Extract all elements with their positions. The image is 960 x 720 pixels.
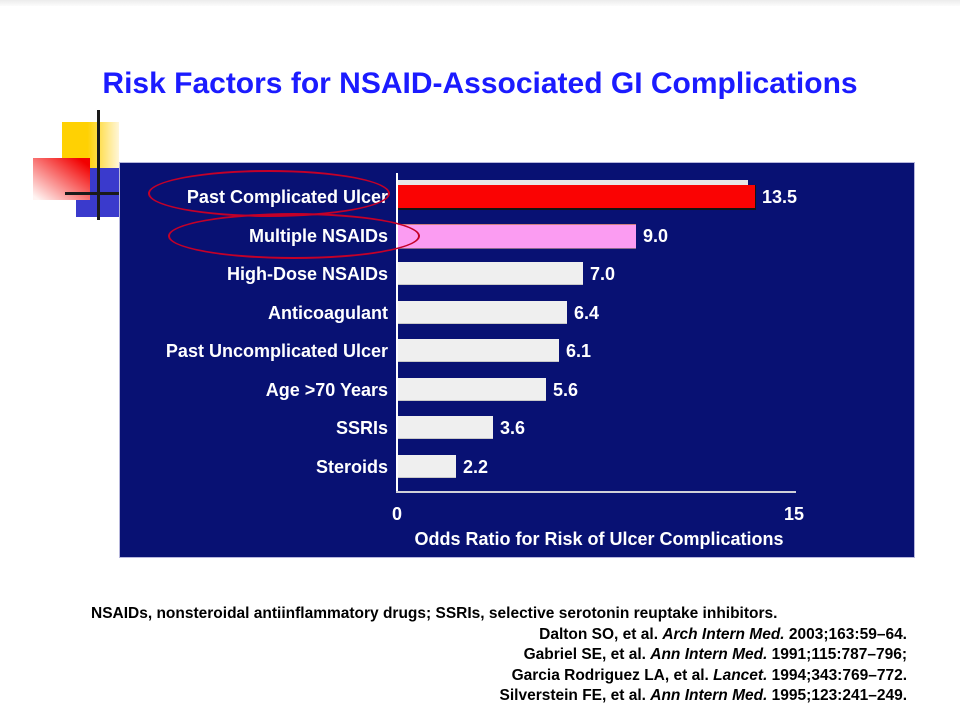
bar-value: 2.2 [463, 457, 489, 477]
x-axis-tick-max: 15 [783, 504, 805, 524]
citation-reference: 1994;343:769–772. [767, 666, 907, 684]
bar-value: 9.0 [643, 226, 669, 246]
bar-label: Age >70 Years [265, 380, 388, 400]
citation-authors: Dalton SO, et al. [539, 625, 663, 643]
citation-reference: 2003;163:59–64. [784, 625, 907, 643]
citation-journal: Arch Intern Med. [662, 625, 785, 643]
bar [398, 378, 546, 401]
y-axis-line [396, 173, 398, 493]
citation-reference: 1995;123:241–249. [767, 687, 907, 704]
bar-chart-panel: Past Complicated Ulcer 13.5 Multiple NSAID… [119, 162, 915, 558]
bar [398, 224, 636, 249]
bar-value: 3.6 [500, 418, 526, 438]
x-axis-title: Odds Ratio for Risk of Ulcer Complicatio… [414, 529, 784, 549]
citation-line: Garcia Rodriguez LA, et al. Lancet. 1994… [91, 666, 907, 687]
bar-value: 13.5 [762, 187, 798, 207]
bar-value: 6.4 [574, 303, 600, 323]
bar-value: 5.6 [553, 380, 579, 400]
citation-reference: 1991;115:787–796; [767, 646, 907, 663]
citation-authors: Garcia Rodriguez LA, et al. [511, 666, 714, 684]
bar [398, 262, 583, 285]
citation-line: Silverstein FE, et al. Ann Intern Med. 1… [91, 686, 908, 707]
crosshair-vertical-line [97, 110, 100, 220]
citation-authors: Gabriel SE, et al. [523, 646, 651, 663]
citation-line: Dalton SO, et al. Arch Intern Med. 2003;… [91, 625, 907, 646]
x-axis-tick-min: 0 [391, 504, 402, 524]
bar-label: Steroids [315, 457, 388, 477]
bar-top-highlight [398, 180, 748, 185]
footnote-block: NSAIDs, nonsteroidal antiinflammatory dr… [91, 604, 907, 707]
bar-label: Anticoagulant [268, 303, 388, 323]
bar [398, 455, 456, 478]
bar-value: 7.0 [590, 264, 616, 284]
highlight-ellipse-past-complicated-ulcer [148, 170, 390, 217]
bar [398, 185, 756, 210]
bar-value: 6.1 [566, 341, 592, 361]
x-axis-line [396, 491, 796, 493]
abbreviations-note: NSAIDs, nonsteroidal antiinflammatory dr… [91, 605, 778, 622]
bar [398, 339, 559, 362]
slide-title: Risk Factors for NSAID-Associated GI Com… [102, 67, 858, 100]
citation-journal: Lancet. [713, 666, 768, 684]
citation-journal: Ann Intern Med. [650, 646, 768, 663]
citation-authors: Silverstein FE, et al. [499, 687, 651, 704]
highlight-ellipse-multiple-nsaids [168, 213, 420, 259]
bar-label: Past Uncomplicated Ulcer [165, 341, 388, 361]
citation-journal: Ann Intern Med. [650, 687, 768, 704]
crosshair-horizontal-line [65, 192, 119, 195]
slide-top-edge [0, 0, 960, 6]
bar [398, 416, 493, 439]
citation-line: Gabriel SE, et al. Ann Intern Med. 1991;… [91, 645, 907, 666]
bar-label: SSRIs [335, 418, 388, 438]
bar [398, 301, 567, 324]
bar-label: High-Dose NSAIDs [226, 264, 388, 284]
